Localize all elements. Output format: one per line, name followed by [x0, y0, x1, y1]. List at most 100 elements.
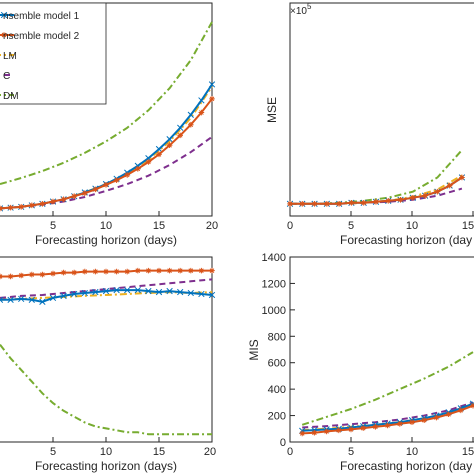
- series-marker: [287, 201, 293, 207]
- series-marker: [208, 81, 216, 88]
- series-marker: [60, 292, 67, 300]
- series-line: [0, 136, 213, 210]
- series-marker: [7, 204, 14, 211]
- series-marker: [49, 294, 57, 302]
- series-marker: [135, 166, 141, 172]
- series-marker: [209, 267, 215, 274]
- series-marker: [81, 289, 88, 297]
- xtick-label: 5: [348, 220, 354, 232]
- xtick-label: 10: [100, 220, 112, 232]
- series-marker: [7, 273, 14, 280]
- series-marker: [311, 429, 318, 436]
- series-marker: [82, 268, 88, 275]
- plot-area-bottom-left: [0, 256, 213, 443]
- legend-entries: nsemble model 1 nsemble model 2 LM C DM: [0, 11, 80, 102]
- xtick-label: 0: [287, 446, 293, 458]
- series-marker: [166, 267, 173, 274]
- series-marker: [166, 287, 173, 295]
- series-marker: [156, 267, 162, 274]
- series-marker: [156, 151, 162, 158]
- ylabel-bottom-right: MIS: [247, 339, 261, 360]
- exponent-power: 5: [307, 2, 312, 11]
- series-marker: [445, 411, 452, 418]
- ylabel-top-right: MSE: [265, 97, 279, 123]
- series-marker: [410, 194, 416, 201]
- ytick-label: 800: [268, 331, 286, 343]
- series-marker: [7, 296, 14, 303]
- series-line: [0, 86, 213, 210]
- series-marker: [82, 190, 88, 196]
- series-marker: [92, 268, 99, 275]
- series-marker: [18, 295, 25, 303]
- series-marker: [372, 424, 379, 430]
- yticks-bottom-right: 0 200 400 600 800 1000 1200 1400: [262, 252, 295, 449]
- series-marker: [177, 267, 183, 274]
- series-marker: [50, 270, 56, 277]
- xlabel-top-right: Forecasting horizon (day: [340, 233, 472, 247]
- series-marker: [188, 121, 194, 128]
- series-marker: [373, 199, 379, 205]
- series-marker: [145, 267, 152, 274]
- panel-top-left: 5 10 15 20 Forecasting horizon (days) ns…: [0, 2, 218, 247]
- series-marker: [29, 202, 35, 209]
- xtick-label: 20: [206, 220, 218, 232]
- plot-area-top-right: [289, 2, 474, 217]
- series-marker: [155, 145, 163, 153]
- xticks-bottom-right: 0 5 10 15: [287, 437, 474, 458]
- series-marker: [208, 291, 216, 299]
- xtick-label: 5: [348, 446, 354, 458]
- xtick-label: 15: [462, 220, 474, 232]
- xtick-label: 15: [462, 446, 474, 458]
- xticks-top-left: 5 10 15 20: [50, 211, 218, 232]
- series-marker: [71, 290, 78, 298]
- xlabel-bottom-left: Forecasting horizon (days): [35, 459, 177, 473]
- series-marker: [198, 109, 205, 116]
- xlabel-top-left: Forecasting horizon (days): [35, 233, 177, 247]
- series-group-top-left: [0, 21, 216, 212]
- series-line: [290, 149, 463, 205]
- ytick-label: 200: [268, 411, 286, 423]
- series-marker: [299, 201, 306, 207]
- series-marker: [311, 201, 318, 207]
- series-marker: [187, 111, 194, 118]
- panel-top-right: 0 5 10 15 Forecasting horizon (day MSE ×…: [265, 2, 474, 247]
- xtick-label: 0: [287, 220, 293, 232]
- series-line: [0, 278, 213, 299]
- legend-label: nsemble model 2: [3, 31, 80, 42]
- series-marker: [187, 289, 194, 297]
- series-marker: [113, 286, 120, 294]
- series-group-top-right: [286, 149, 466, 207]
- series-marker: [155, 288, 163, 296]
- series-marker: [397, 420, 403, 427]
- series-marker: [145, 159, 152, 165]
- series-marker: [113, 177, 120, 184]
- series-marker: [336, 201, 342, 207]
- series-marker: [134, 286, 141, 294]
- xtick-label: 20: [204, 446, 216, 458]
- plot-area-bottom-right: [289, 256, 474, 443]
- series-line: [302, 401, 474, 429]
- series-marker: [145, 287, 152, 295]
- xtick-label: 10: [406, 446, 418, 458]
- series-marker: [50, 198, 56, 205]
- series-marker: [135, 267, 141, 274]
- series-marker: [198, 97, 205, 104]
- series-marker: [348, 200, 355, 206]
- series-marker: [433, 414, 440, 421]
- series-marker: [348, 426, 354, 433]
- xtick-label: 10: [406, 220, 418, 232]
- series-marker: [39, 271, 46, 278]
- series-marker: [102, 287, 110, 295]
- ytick-label: 400: [268, 384, 286, 396]
- series-marker: [409, 419, 415, 425]
- series-marker: [360, 425, 366, 431]
- legend-label: DM: [3, 91, 19, 102]
- series-marker: [422, 192, 428, 199]
- series-marker: [166, 136, 173, 143]
- series-marker: [92, 288, 99, 296]
- xtick-label: 5: [50, 446, 56, 458]
- panel-bottom-left: 5 10 15 20 Forecasting horizon (days): [0, 256, 216, 473]
- xtick-label: 15: [153, 446, 165, 458]
- series-marker: [434, 188, 441, 195]
